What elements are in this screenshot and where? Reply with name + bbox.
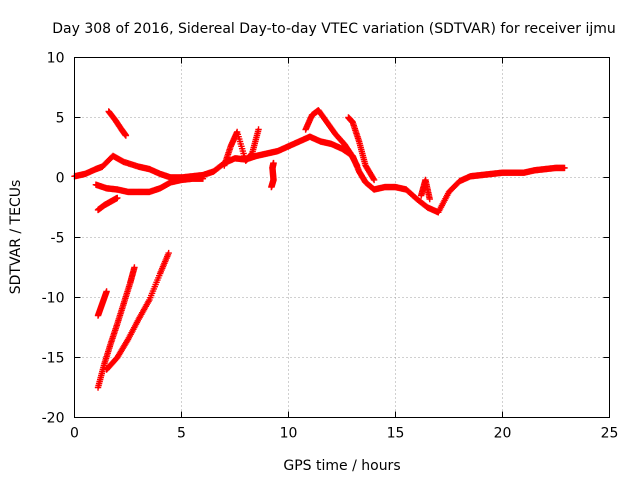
series-6 (94, 288, 110, 319)
data-point (114, 194, 121, 202)
y-tick-label: -10 (42, 291, 65, 307)
data-point (370, 176, 378, 184)
series-11 (417, 176, 433, 203)
y-tick-label: -15 (42, 351, 65, 367)
x-tick-label: 10 (280, 426, 298, 442)
x-axis-label: GPS time / hours (283, 458, 400, 474)
data-point (426, 195, 433, 203)
data-point (122, 132, 130, 139)
y-axis-label: SDTVAR / TECUs (8, 180, 24, 295)
data-point (270, 159, 277, 167)
data-point (255, 126, 262, 133)
data-point (103, 288, 110, 295)
x-tick-label: 0 (70, 426, 79, 442)
series-8 (302, 107, 361, 169)
series-2 (94, 194, 121, 214)
series-9 (345, 114, 378, 184)
series-0 (71, 133, 568, 216)
y-tick-label: 0 (56, 171, 65, 187)
series-5 (103, 249, 172, 373)
data-point (199, 175, 207, 182)
y-tick-label: -20 (42, 411, 65, 427)
data-point (353, 162, 361, 169)
data-point (370, 175, 377, 182)
plot-frame (74, 57, 610, 418)
x-tick-label: 15 (387, 426, 405, 442)
data-point (131, 264, 138, 271)
y-tick-label: -5 (51, 231, 65, 247)
series-4 (94, 264, 138, 391)
x-tick-label: 20 (494, 426, 512, 442)
series-3 (105, 108, 130, 139)
series-7 (268, 159, 277, 191)
y-tick-label: 10 (47, 51, 65, 67)
axis-ticks: 0 5 10 15 20 25 -20 -15 -10 -5 0 5 10 (42, 51, 619, 442)
series-1 (92, 175, 207, 196)
x-tick-label: 5 (177, 426, 186, 442)
x-tick-label: 25 (601, 426, 619, 442)
data-points (71, 107, 568, 391)
data-point (165, 249, 172, 257)
data-point (561, 164, 568, 172)
series-10 (221, 126, 262, 169)
y-tick-label: 5 (56, 111, 65, 127)
chart-title: Day 308 of 2016, Sidereal Day-to-day VTE… (52, 21, 616, 37)
grid-lines (74, 57, 610, 418)
